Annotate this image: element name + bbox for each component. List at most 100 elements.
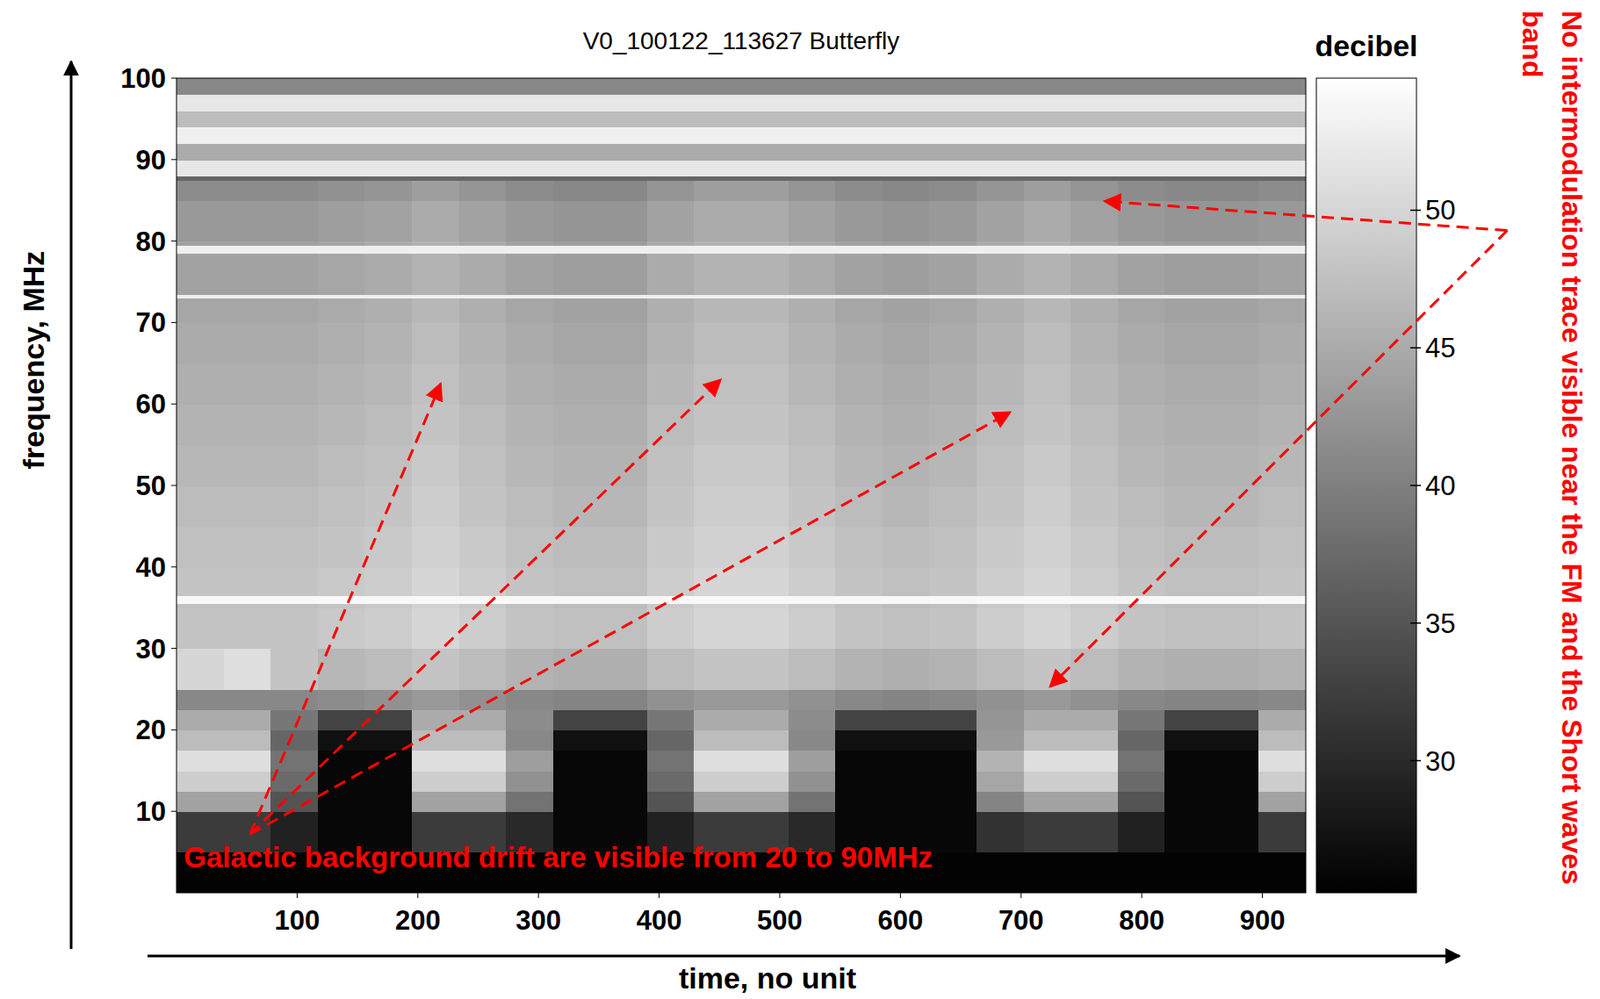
heat-cell: [741, 294, 789, 299]
heat-cell: [835, 245, 883, 254]
heat-cell: [1070, 302, 1118, 324]
heat-cell: [459, 294, 507, 299]
heat-cell: [223, 595, 272, 605]
heat-cell: [317, 110, 366, 128]
heat-cell: [505, 159, 554, 177]
heat-cell: [1117, 595, 1166, 605]
x-tick: [296, 893, 298, 899]
heat-cell: [505, 294, 554, 299]
heat-cell: [1211, 852, 1260, 894]
heat-cell: [788, 363, 837, 405]
heat-cell: [411, 298, 460, 303]
heat-cell: [693, 689, 742, 711]
heat-cell: [270, 245, 318, 254]
heat-cell: [364, 110, 412, 128]
heat-cell: [1023, 729, 1072, 751]
heat-cell: [1258, 811, 1306, 853]
heat-cell: [223, 175, 272, 181]
heat-cell: [1258, 78, 1306, 95]
heat-cell: [1164, 648, 1212, 691]
x-tick-label: 100: [274, 905, 321, 937]
heat-cell: [553, 771, 601, 793]
heat-cell: [176, 253, 224, 296]
heat-cell: [693, 403, 742, 446]
heat-cell: [176, 403, 224, 446]
heat-cell: [505, 791, 554, 813]
heat-cell: [599, 648, 648, 691]
heat-cell: [505, 403, 554, 446]
x-tick-label: 500: [756, 905, 803, 937]
heat-cell: [929, 175, 977, 181]
heat-cell: [317, 245, 366, 254]
heat-cell: [599, 175, 648, 181]
heat-cell: [223, 298, 272, 303]
heat-cell: [553, 485, 601, 527]
heat-cell: [1258, 245, 1306, 254]
heat-cell: [835, 604, 883, 609]
heat-cell: [1023, 604, 1072, 609]
heat-cell: [929, 567, 977, 597]
heat-cell: [223, 180, 272, 202]
heat-cell: [693, 302, 742, 324]
heat-cell: [929, 294, 977, 299]
heat-cell: [1023, 298, 1072, 303]
heat-cell: [647, 298, 695, 303]
heat-cell: [459, 127, 507, 145]
x-tick: [417, 893, 419, 899]
heat-cell: [176, 200, 224, 242]
heat-cell: [1164, 729, 1212, 751]
heat-cell: [1070, 709, 1118, 731]
heat-cell: [553, 526, 601, 568]
heat-cell: [270, 750, 318, 772]
heat-cell: [411, 485, 460, 527]
heat-cell: [835, 143, 883, 160]
heat-cell: [1070, 127, 1118, 145]
heat-cell: [929, 253, 977, 296]
heat-cell: [459, 445, 507, 487]
heat-cell: [976, 322, 1024, 364]
heat-cell: [553, 253, 601, 296]
heat-cell: [459, 485, 507, 527]
heat-cell: [1117, 78, 1166, 95]
title: V0_100122_113627 Butterfly: [583, 27, 901, 55]
heat-cell: [317, 200, 366, 242]
heat-cell: [741, 485, 789, 527]
heat-cell: [1211, 298, 1260, 303]
y-tick-label: 30: [136, 634, 166, 665]
y-axis-arrow: [70, 61, 73, 950]
heat-cell: [1023, 648, 1072, 691]
heat-cell: [364, 127, 412, 145]
heat-cell: [223, 526, 272, 568]
heat-cell: [1164, 253, 1212, 296]
heat-cell: [693, 485, 742, 527]
heat-cell: [317, 604, 366, 609]
heat-cell: [364, 607, 412, 649]
heat-cell: [976, 78, 1024, 95]
heat-cell: [693, 526, 742, 568]
heat-cell: [1211, 363, 1260, 405]
heat-cell: [223, 604, 272, 609]
heat-cell: [929, 180, 977, 202]
heat-cell: [1258, 607, 1306, 649]
heat-cell: [976, 298, 1024, 303]
heat-cell: [1258, 771, 1306, 793]
heat-cell: [788, 200, 837, 242]
heat-cell: [976, 403, 1024, 446]
heat-cell: [364, 322, 412, 364]
heat-cell: [647, 791, 695, 813]
heat-cell: [835, 298, 883, 303]
heat-cell: [459, 159, 507, 177]
heat-cell: [647, 302, 695, 324]
heat-cell: [647, 245, 695, 254]
heat-cell: [223, 791, 272, 813]
heat-cell: [835, 791, 883, 813]
heat-cell: [976, 791, 1024, 813]
heat-cell: [223, 689, 272, 711]
heat-cell: [411, 709, 460, 731]
heat-cell: [176, 322, 224, 364]
heat-cell: [929, 94, 977, 112]
heat-cell: [1070, 159, 1118, 177]
heat-cell: [693, 729, 742, 751]
heat-cell: [1211, 750, 1260, 772]
heat-cell: [505, 689, 554, 711]
